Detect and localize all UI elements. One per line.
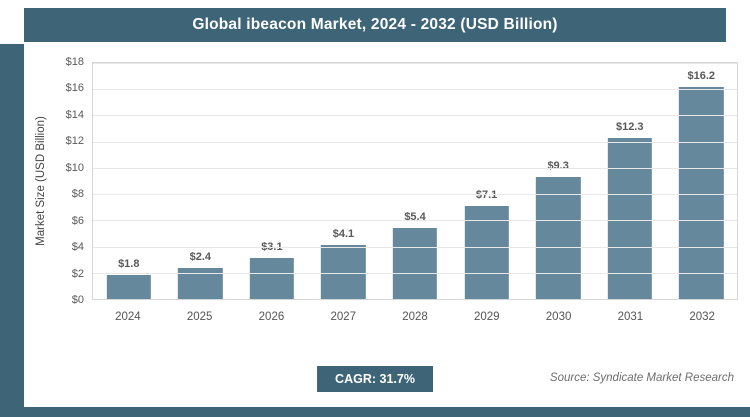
left-accent-stripe (0, 44, 24, 417)
bar-value-label: $5.4 (404, 211, 426, 224)
bars-group: $1.8 $2.4 $3.1 $4.1 $5.4 $7.1 $9.3 $12.3 $16.2 (93, 63, 737, 299)
bar-cell-2030: $9.3 (522, 63, 594, 299)
cagr-badge: CAGR: 31.7% (317, 366, 433, 392)
bar (464, 205, 509, 299)
y-axis-ticks: $0 $2 $4 $6 $8 $10 $12 $14 $16 $18 (50, 56, 92, 306)
bar-chart: Market Size (USD Billion) $0 $2 $4 $6 $8 $10 $… (32, 56, 738, 350)
bar-cell-2032: $16.2 (666, 63, 738, 299)
bar-value-label: $9.3 (547, 160, 569, 173)
plot-area: $1.8 $2.4 $3.1 $4.1 $5.4 $7.1 $9.3 $12.3 $16.2 (92, 62, 738, 300)
y-tick-label: $12 (65, 135, 84, 148)
y-tick-label: $16 (65, 82, 84, 95)
bar-cell-2031: $12.3 (594, 63, 666, 299)
bar (392, 228, 438, 299)
x-axis-labels: 2024 2025 2026 2027 2028 2029 2030 2031 2032 (92, 300, 738, 334)
gridline (93, 115, 737, 117)
y-tick-label: $18 (65, 56, 84, 68)
x-tick-label: 2025 (186, 311, 213, 323)
x-tick-label: 2029 (474, 311, 500, 323)
bar-cell-2027: $4.1 (308, 63, 380, 299)
bottom-accent-stripe (0, 407, 750, 417)
gridline (93, 167, 737, 169)
gridline (93, 272, 737, 274)
gridline (93, 141, 737, 143)
x-tick-label: 2032 (689, 311, 715, 323)
bar-value-label: $12.3 (615, 120, 644, 133)
bar-cell-2029: $7.1 (451, 63, 523, 299)
bar (535, 177, 581, 299)
bar (249, 258, 295, 299)
bar (106, 275, 151, 299)
y-tick-label: $6 (71, 214, 84, 227)
gridline (93, 246, 737, 248)
y-tick-label: $2 (71, 267, 84, 280)
x-tick-label: 2028 (402, 311, 428, 323)
bar-value-label: $16.2 (687, 69, 716, 82)
y-tick-label: $14 (65, 108, 84, 121)
y-tick-label: $4 (71, 241, 84, 254)
bar-value-label: $1.8 (118, 258, 140, 271)
bar-cell-2028: $5.4 (379, 63, 451, 299)
y-tick-label: $0 (71, 294, 84, 306)
bar-cell-2026: $3.1 (236, 63, 308, 299)
bar-value-label: $2.4 (189, 250, 212, 263)
bar (679, 86, 724, 299)
y-axis-label: Market Size (USD Billion) (35, 116, 47, 246)
bar-cell-2025: $2.4 (165, 63, 237, 299)
y-tick-label: $10 (65, 161, 84, 174)
x-tick-label: 2030 (545, 311, 572, 323)
y-tick-label: $8 (71, 188, 84, 201)
x-tick-label: 2027 (330, 311, 357, 323)
y-axis-label-cell: Market Size (USD Billion) (32, 62, 50, 300)
x-tick-label: 2031 (617, 311, 644, 323)
source-text: Source: Syndicate Market Research (549, 372, 734, 384)
bar-value-label: $4.1 (332, 228, 355, 241)
gridline (93, 63, 737, 64)
bar (607, 137, 652, 299)
chart-title: Global ibeacon Market, 2024 - 2032 (USD … (192, 16, 558, 33)
x-tick-label: 2026 (258, 311, 285, 323)
gridline (93, 220, 737, 222)
x-tick-label: 2024 (115, 311, 141, 323)
gridline (93, 89, 737, 91)
chart-title-bar: Global ibeacon Market, 2024 - 2032 (USD … (24, 8, 726, 42)
gridline (93, 194, 737, 196)
bar (321, 245, 366, 299)
bar-cell-2024: $1.8 (93, 63, 165, 299)
